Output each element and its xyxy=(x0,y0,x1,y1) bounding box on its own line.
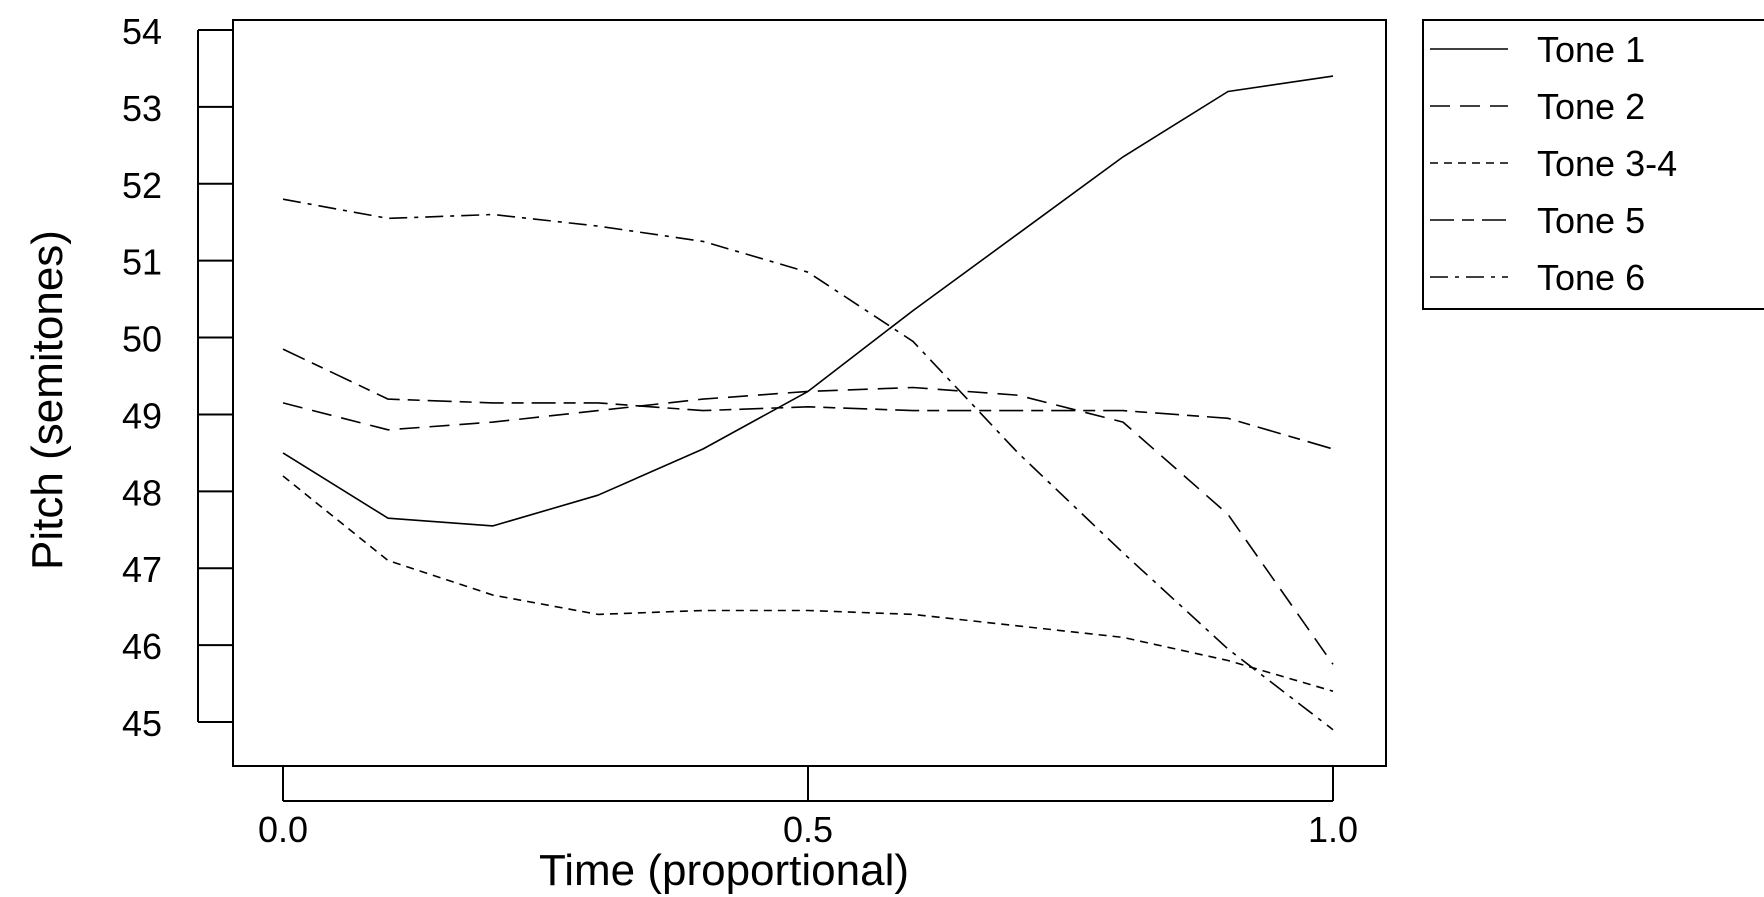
legend-label-1: Tone 1 xyxy=(1537,29,1645,70)
x-axis: 0.0 0.5 1.0 xyxy=(258,766,1358,850)
series-line-4 xyxy=(282,348,1334,450)
legend-frame xyxy=(1422,19,1764,310)
y-tick-label: 50 xyxy=(122,319,162,360)
series-layer xyxy=(282,75,1334,731)
y-tick-label: 45 xyxy=(122,703,162,744)
legend-label-4: Tone 5 xyxy=(1537,200,1645,241)
y-tick-label: 52 xyxy=(122,165,162,206)
legend-label-2: Tone 2 xyxy=(1537,86,1645,127)
y-tick-label: 54 xyxy=(122,11,162,52)
legend-label-3: Tone 3-4 xyxy=(1537,143,1677,184)
x-tick-label: 0.5 xyxy=(783,809,833,850)
y-axis: 45 46 47 48 49 50 51 52 53 54 xyxy=(122,11,233,744)
x-tick-label: 0.0 xyxy=(258,809,308,850)
y-tick-label: 46 xyxy=(122,626,162,667)
series-line-5 xyxy=(282,198,1334,731)
x-axis-title: Time (proportional) xyxy=(539,846,909,895)
y-tick-label: 53 xyxy=(122,88,162,129)
series-line-3 xyxy=(282,475,1334,692)
y-tick-label: 49 xyxy=(122,395,162,436)
x-tick-label: 1.0 xyxy=(1308,809,1358,850)
legend: Tone 1 Tone 2 Tone 3-4 Tone 5 Tone 6 xyxy=(1422,19,1764,310)
y-tick-label: 48 xyxy=(122,472,162,513)
legend-label-5: Tone 6 xyxy=(1537,257,1645,298)
y-tick-label: 51 xyxy=(122,242,162,283)
series-line-2 xyxy=(282,386,1334,665)
plot-frame xyxy=(232,19,1387,767)
y-axis-title: Pitch (semitones) xyxy=(23,230,72,570)
y-tick-label: 47 xyxy=(122,549,162,590)
series-line-1 xyxy=(282,75,1334,527)
